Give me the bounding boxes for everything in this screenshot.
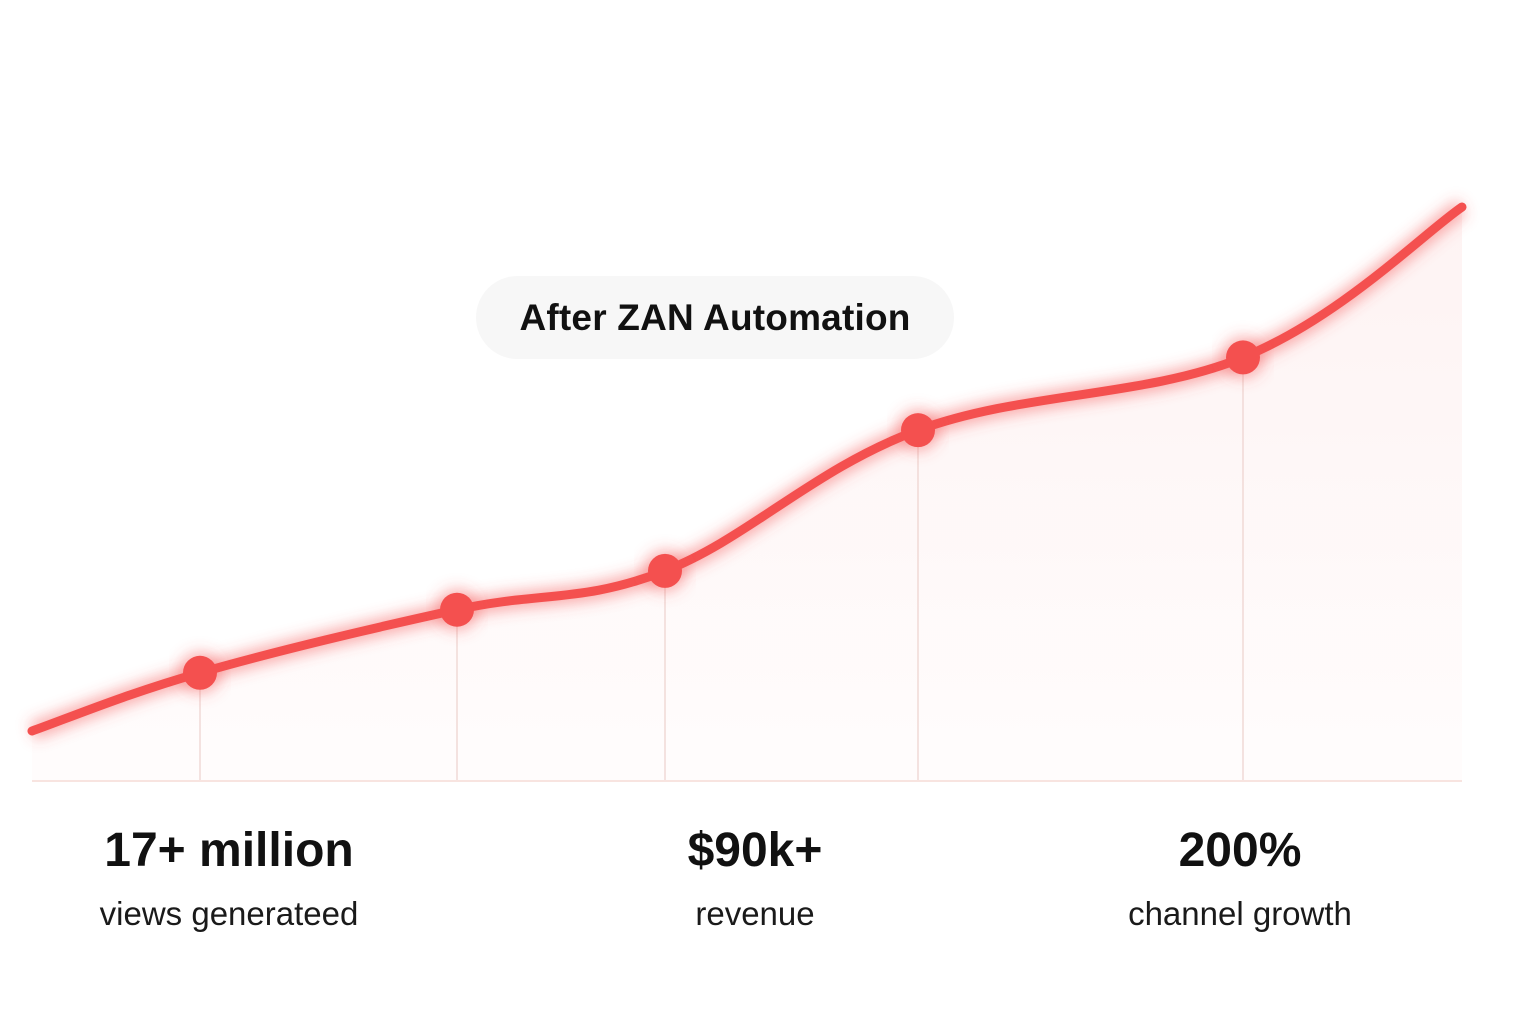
stat-views: 17+ million views generateed [19, 820, 439, 946]
stat-revenue: $90k+ revenue [545, 820, 965, 946]
annotation-label: After ZAN Automation [519, 296, 911, 338]
stat-value: 17+ million [104, 824, 354, 877]
area-fill-path [32, 207, 1462, 781]
stat-label: revenue [695, 895, 815, 932]
data-point [440, 592, 474, 627]
data-point [1226, 340, 1260, 375]
area-fill [32, 207, 1462, 781]
markers [178, 335, 1265, 695]
stat-growth: 200% channel growth [1030, 820, 1450, 946]
stat-label: channel growth [1128, 895, 1352, 932]
stat-label: views generateed [99, 895, 359, 932]
data-point [648, 553, 682, 588]
annotation-pill: After ZAN Automation [476, 276, 954, 359]
stat-value: $90k+ [687, 824, 823, 877]
stat-value: 200% [1178, 824, 1302, 877]
data-point [183, 655, 217, 690]
data-point [901, 413, 935, 448]
drop-lines [199, 357, 1244, 781]
